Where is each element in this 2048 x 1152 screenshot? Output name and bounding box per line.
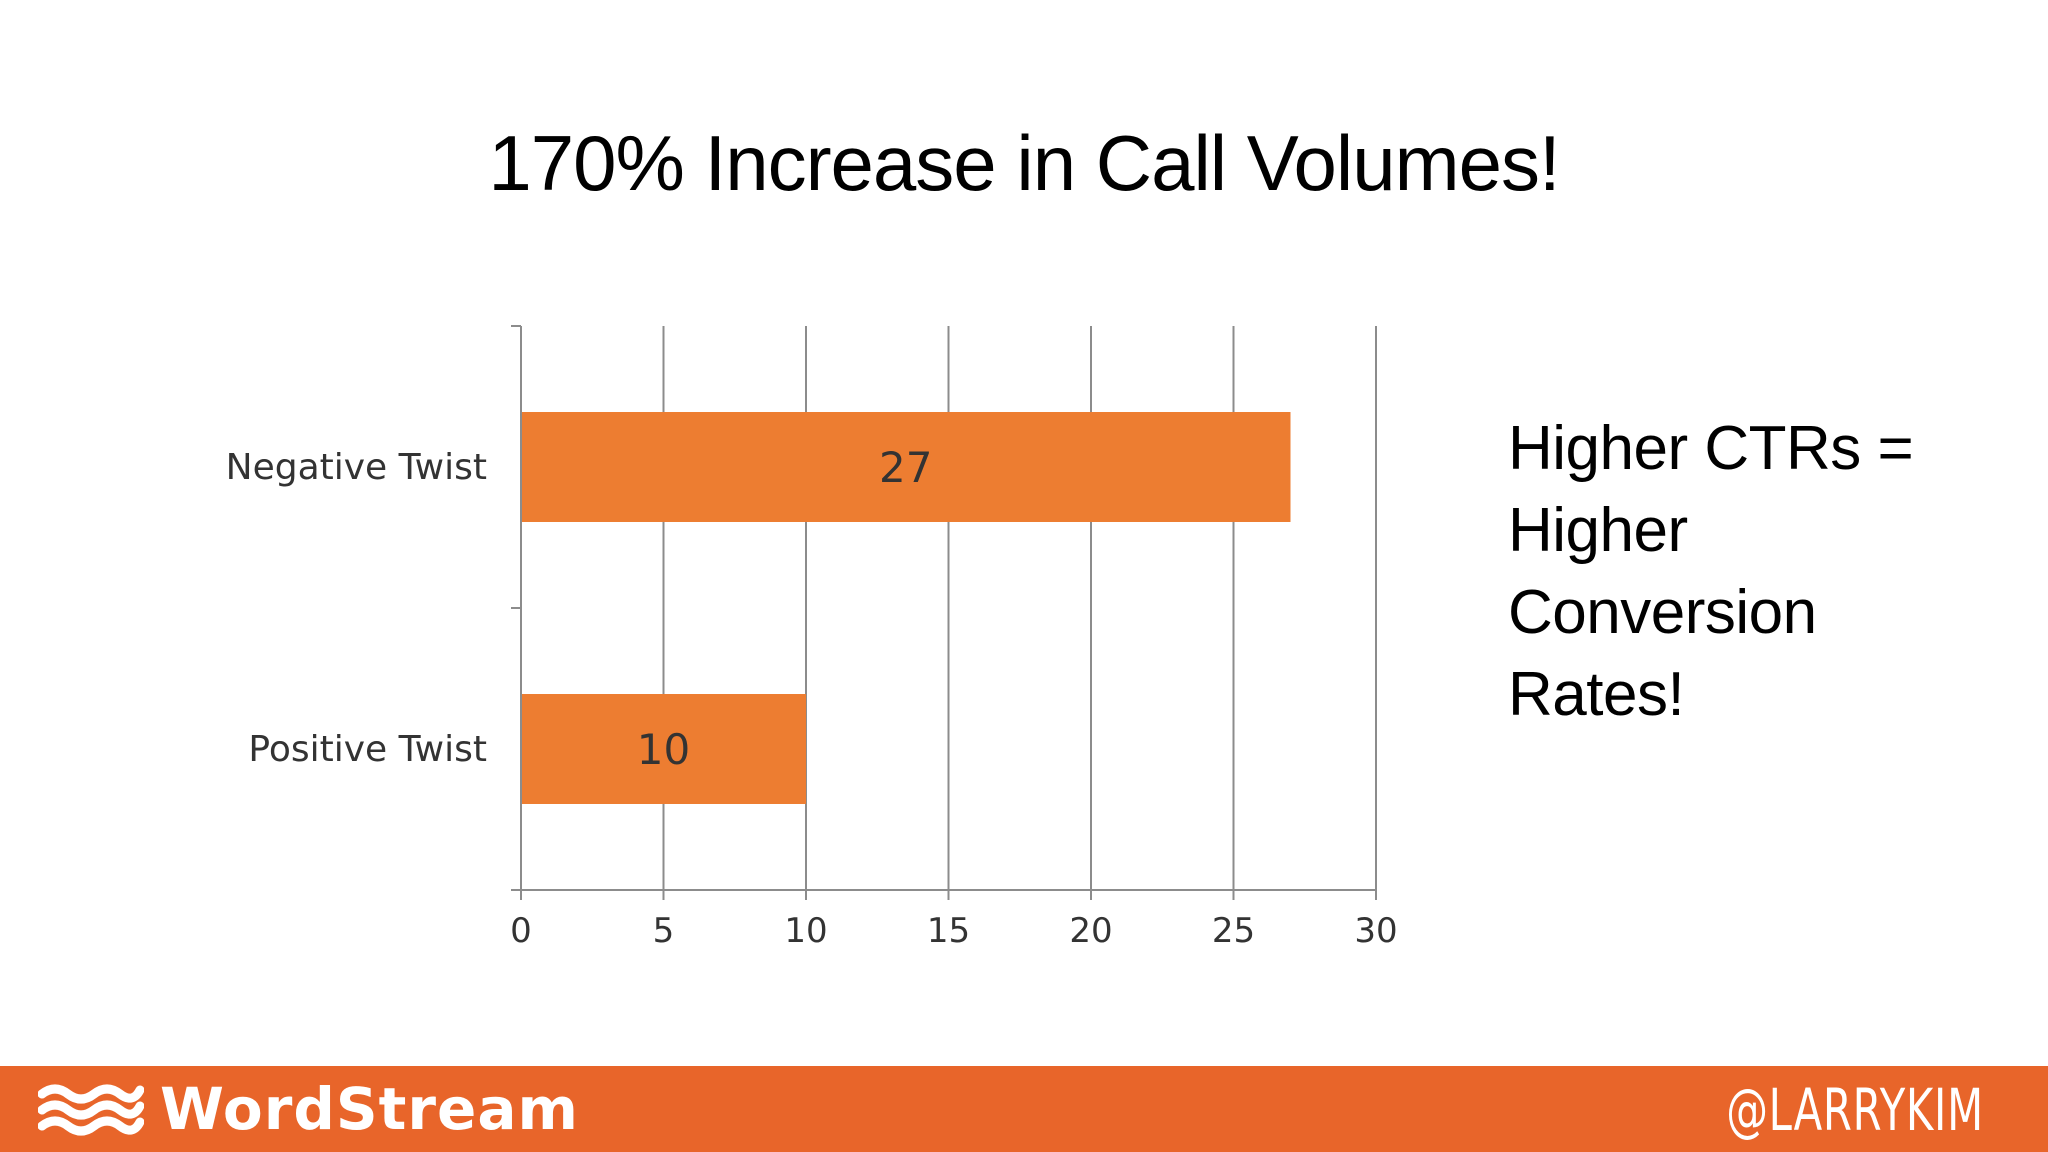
data-label-0: 27 bbox=[879, 443, 932, 492]
x-tick-label-5: 5 bbox=[653, 911, 675, 951]
side-note-line-1: Higher CTRs = bbox=[1508, 414, 1914, 483]
bar-chart: 0 5 10 15 20 25 30 27 Negative Twist 10 Positive T… bbox=[226, 325, 1398, 951]
bar-1 bbox=[521, 694, 806, 804]
brand-name: WordStream bbox=[160, 1075, 579, 1143]
x-tick-label-20: 20 bbox=[1069, 911, 1112, 951]
side-note-line-2: Higher bbox=[1508, 496, 1688, 565]
category-label-1: Positive Twist bbox=[248, 729, 487, 770]
x-tick-label-25: 25 bbox=[1212, 911, 1255, 951]
side-note: Higher CTRs = Higher Conversion Rates! bbox=[1508, 408, 2028, 736]
x-tick-label-15: 15 bbox=[927, 911, 970, 951]
chart-bars bbox=[521, 412, 1291, 804]
slide-title: 170% Increase in Call Volumes! bbox=[488, 119, 1560, 207]
x-tick-label-0: 0 bbox=[510, 911, 532, 951]
footer-bar: WordStream @LARRYKIM bbox=[0, 1066, 2048, 1152]
x-tick-label-10: 10 bbox=[784, 911, 827, 951]
category-label-0: Negative Twist bbox=[226, 447, 487, 488]
twitter-handle: @LARRYKIM bbox=[1726, 1076, 1984, 1144]
side-note-line-4: Rates! bbox=[1508, 660, 1685, 729]
brand-logo: WordStream bbox=[38, 1075, 579, 1143]
chart-axes bbox=[511, 325, 1377, 900]
bar-0 bbox=[521, 412, 1291, 522]
side-note-line-3: Conversion bbox=[1508, 578, 1817, 647]
data-label-1: 10 bbox=[637, 725, 690, 774]
chart-labels: 0 5 10 15 20 25 30 27 Negative Twist 10 Positive T… bbox=[226, 443, 1398, 951]
chart-gridlines bbox=[662, 326, 1377, 890]
wave-icon bbox=[38, 1084, 144, 1136]
x-tick-label-30: 30 bbox=[1354, 911, 1397, 951]
